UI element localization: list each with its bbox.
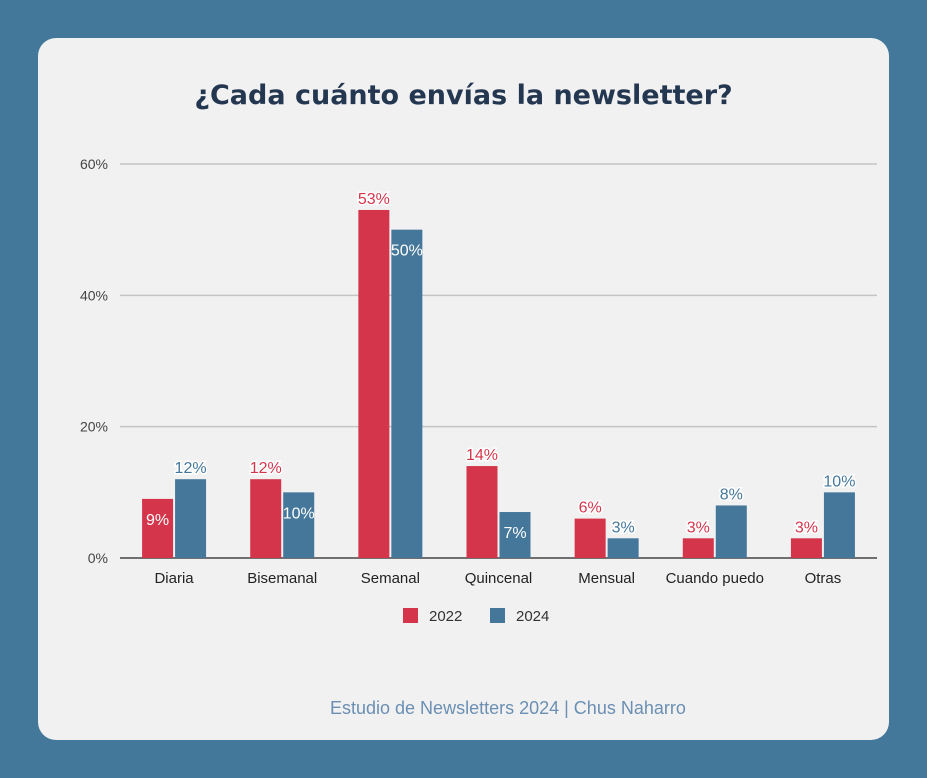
bar-2024 bbox=[175, 479, 207, 558]
data-label: 3% bbox=[795, 519, 818, 536]
bar-2022 bbox=[682, 538, 714, 558]
x-tick-label: Cuando puedo bbox=[666, 570, 764, 587]
legend-swatch bbox=[490, 608, 505, 623]
legend-label: 2024 bbox=[516, 608, 549, 625]
data-label: 53% bbox=[358, 191, 390, 208]
bar-2024 bbox=[283, 492, 315, 558]
bar-2022 bbox=[790, 538, 822, 558]
bar-2024 bbox=[499, 512, 531, 558]
bar-2022 bbox=[250, 479, 282, 558]
bar-2024 bbox=[391, 229, 423, 558]
footer-credit: Estudio de Newsletters 2024 | Chus Nahar… bbox=[330, 698, 686, 718]
data-label: 8% bbox=[720, 486, 743, 503]
data-label: 3% bbox=[687, 519, 710, 536]
bar-2024 bbox=[823, 492, 855, 558]
chart-title: ¿Cada cuánto envías la newsletter? bbox=[194, 80, 733, 111]
bar-2022 bbox=[574, 518, 606, 558]
data-label: 10% bbox=[823, 473, 855, 490]
data-label: 9% bbox=[146, 512, 169, 529]
data-label: 3% bbox=[612, 519, 635, 536]
x-tick-label: Bisemanal bbox=[247, 570, 317, 587]
x-tick-label: Quincenal bbox=[465, 570, 533, 587]
bar-2022 bbox=[466, 466, 498, 558]
chart-card bbox=[38, 38, 889, 740]
x-tick-label: Semanal bbox=[361, 570, 420, 587]
x-tick-label: Otras bbox=[805, 570, 842, 587]
data-label: 14% bbox=[466, 447, 498, 464]
data-label: 12% bbox=[175, 460, 207, 477]
x-tick-label: Mensual bbox=[578, 570, 635, 587]
data-label: 6% bbox=[579, 500, 602, 517]
data-label: 12% bbox=[250, 460, 282, 477]
bar-2022 bbox=[142, 498, 174, 558]
x-tick-label: Diaria bbox=[154, 570, 194, 587]
bar-2022 bbox=[358, 209, 390, 558]
y-tick-label: 0% bbox=[88, 550, 108, 566]
bar-2024 bbox=[715, 505, 747, 558]
y-tick-label: 40% bbox=[80, 287, 108, 303]
legend-label: 2022 bbox=[429, 608, 462, 625]
y-tick-label: 20% bbox=[80, 419, 108, 435]
data-label: 7% bbox=[503, 525, 526, 542]
legend-swatch bbox=[403, 608, 418, 623]
data-label: 50% bbox=[391, 243, 423, 260]
bar-2024 bbox=[607, 538, 639, 558]
data-label: 10% bbox=[283, 505, 315, 522]
y-tick-label: 60% bbox=[80, 156, 108, 172]
